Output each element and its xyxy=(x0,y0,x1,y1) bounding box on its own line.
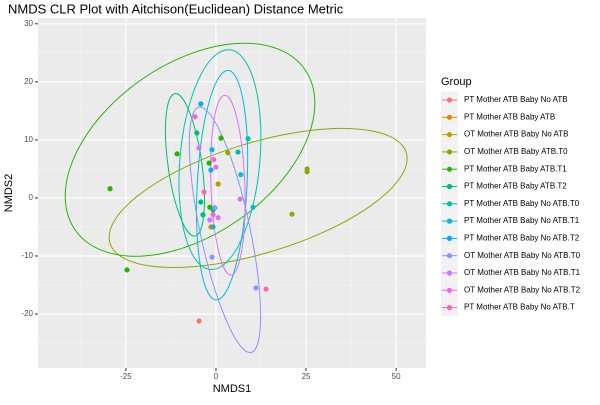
y-tick-label: 30 xyxy=(24,19,33,28)
legend-label: PT Mother ATB Baby No ATB.T2 xyxy=(464,234,580,243)
point xyxy=(238,172,244,178)
point xyxy=(263,286,269,292)
legend-label: PT Mother ATB Baby No ATB.T1 xyxy=(464,216,580,225)
point xyxy=(250,204,256,210)
x-tick-label: 0 xyxy=(214,372,219,381)
point xyxy=(304,169,310,175)
legend-point xyxy=(446,114,453,120)
point xyxy=(235,149,241,155)
ellipse xyxy=(64,42,316,257)
point xyxy=(289,211,295,217)
ellipse xyxy=(164,93,206,237)
ellipse xyxy=(210,94,246,276)
legend-title: Group xyxy=(441,76,472,88)
point xyxy=(210,212,216,218)
point xyxy=(192,114,198,120)
legend-point xyxy=(446,235,453,241)
legend-point xyxy=(446,97,453,103)
point xyxy=(124,267,130,273)
legend-label: PT Mother ATB Baby No ATB.T0 xyxy=(464,199,580,208)
legend-point xyxy=(446,253,453,259)
x-axis-title: NMDS1 xyxy=(213,383,252,395)
x-tick-label: -25 xyxy=(120,372,132,381)
point xyxy=(253,285,259,291)
point xyxy=(107,186,113,192)
point xyxy=(196,145,202,151)
plot-panel xyxy=(38,18,426,368)
point xyxy=(209,254,215,260)
point xyxy=(198,199,204,205)
x-tick-label: 50 xyxy=(392,372,401,381)
legend-label: PT Mother ATB Baby No ATB xyxy=(464,95,568,104)
ellipse xyxy=(178,49,262,271)
ellipse xyxy=(188,106,262,354)
y-tick-label: -20 xyxy=(21,309,33,318)
legend-point xyxy=(446,270,453,276)
point xyxy=(209,147,215,153)
x-tick-label: 25 xyxy=(302,372,311,381)
point xyxy=(196,318,202,324)
legend-label: OT Mother ATB Baby No ATB.T2 xyxy=(464,285,581,294)
point xyxy=(201,189,207,195)
legend-point xyxy=(446,149,453,155)
legend-label: PT Mother ATB Baby No ATB.T xyxy=(464,303,575,312)
point xyxy=(174,151,180,157)
point xyxy=(245,136,251,142)
point xyxy=(206,160,212,166)
legend-label: PT Mother ATB Baby ATB xyxy=(464,112,555,121)
point xyxy=(213,164,219,170)
y-axis-title: NMDS2 xyxy=(3,174,15,213)
legend-point xyxy=(446,218,453,224)
point xyxy=(210,224,216,230)
point xyxy=(211,157,217,163)
legend-point xyxy=(446,166,453,172)
point xyxy=(215,215,221,221)
legend-point xyxy=(446,201,453,207)
legend-label: PT Mother ATB Baby ATB.T2 xyxy=(464,182,567,191)
point xyxy=(218,135,224,141)
legend-label: OT Mother ATB Baby ATB.T0 xyxy=(464,147,568,156)
chart-title: NMDS CLR Plot with Aitchison(Euclidean) … xyxy=(8,1,344,16)
legend-point xyxy=(446,305,453,311)
y-tick-label: 10 xyxy=(24,135,33,144)
point xyxy=(215,181,221,187)
legend-point xyxy=(446,287,453,293)
point xyxy=(194,130,200,136)
point xyxy=(198,101,204,107)
legend-label: PT Mother ATB Baby ATB.T1 xyxy=(464,164,567,173)
legend-label: OT Mother ATB Baby No ATB xyxy=(464,130,568,139)
point xyxy=(212,205,218,211)
point xyxy=(225,150,231,156)
y-tick-label: 20 xyxy=(24,77,33,86)
legend-point xyxy=(446,183,453,190)
y-tick-label: 0 xyxy=(29,193,34,202)
legend-label: OT Mother ATB Baby No ATB.T0 xyxy=(464,251,581,260)
point xyxy=(208,167,214,173)
ellipse xyxy=(196,69,249,301)
y-tick-label: -10 xyxy=(21,251,33,260)
point xyxy=(237,196,243,202)
legend-label: OT Mother ATB Baby No ATB.T1 xyxy=(464,268,581,277)
point xyxy=(200,212,206,218)
point xyxy=(207,217,213,223)
legend-point xyxy=(446,132,453,138)
